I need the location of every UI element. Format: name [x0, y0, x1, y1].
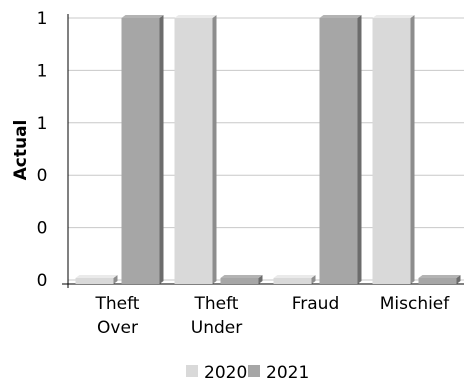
y-tick-labels: 0 0 0 1 1 1: [37, 9, 48, 291]
y-axis-label: Actual: [11, 120, 31, 181]
x-tick-label: Mischief: [380, 294, 451, 314]
y-tick-label: 0: [37, 219, 48, 239]
bar-side: [212, 15, 217, 284]
legend: 2020 2021: [186, 363, 309, 383]
bar-front: [319, 18, 358, 284]
bar-front: [174, 18, 213, 284]
bar-2021: [319, 15, 362, 284]
bar-top: [372, 15, 415, 18]
bar-top: [75, 275, 118, 278]
bar-front: [75, 278, 114, 284]
bar-front: [418, 278, 457, 284]
bar-front: [372, 18, 411, 284]
bar-top: [319, 15, 362, 18]
x-tick-label: Under: [191, 318, 242, 338]
bar-top: [121, 15, 164, 18]
bar-2020: [372, 15, 415, 284]
bar-top: [174, 15, 217, 18]
bar-front: [121, 18, 160, 284]
bar-2020: [75, 275, 118, 284]
y-tick-label: 1: [37, 61, 48, 81]
x-tick-label: Theft: [95, 294, 140, 314]
y-tick-label: 1: [37, 114, 48, 134]
bar-top: [273, 275, 316, 278]
bar-side: [159, 15, 164, 284]
bar-front: [273, 278, 312, 284]
y-tick-label: 0: [37, 271, 48, 291]
legend-label: 2020: [204, 363, 247, 383]
bar-2021: [220, 275, 263, 284]
legend-swatch-2020: [186, 365, 198, 377]
x-tick-label: Theft: [194, 294, 239, 314]
bar-2020: [174, 15, 217, 284]
bar-front: [220, 278, 259, 284]
bar-2020: [273, 275, 316, 284]
bar-side: [410, 15, 415, 284]
bars: [75, 15, 461, 284]
bar-top: [418, 275, 461, 278]
x-tick-label: Fraud: [292, 294, 340, 314]
bar-2021: [121, 15, 164, 284]
x-tick-label: Over: [97, 318, 138, 338]
y-tick-label: 0: [37, 166, 48, 186]
bar-2021: [418, 275, 461, 284]
x-tick-labels: Theft Over Theft Under Fraud Mischief: [95, 294, 451, 338]
legend-label: 2021: [266, 363, 309, 383]
y-tick-label: 1: [37, 9, 48, 29]
legend-swatch-2021: [248, 365, 260, 377]
bar-top: [220, 275, 263, 278]
bar-side: [357, 15, 362, 284]
